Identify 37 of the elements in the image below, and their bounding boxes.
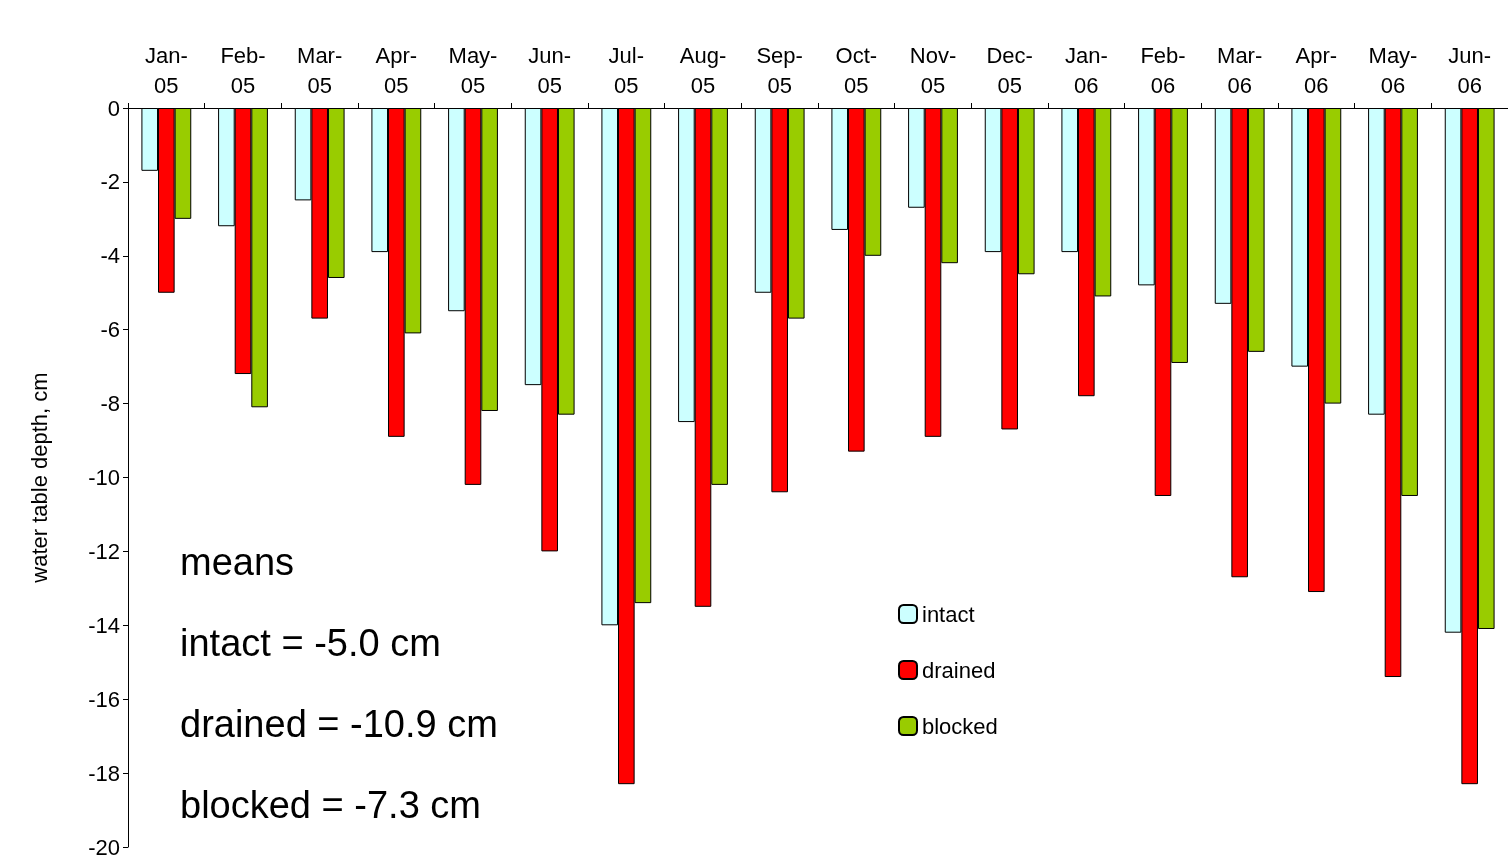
x-tick-label: Jun-05 <box>528 42 572 98</box>
x-tick-label: Apr-06 <box>1295 42 1338 98</box>
y-axis-title: water table depth, cm <box>26 372 52 584</box>
x-tick-label: Feb-05 <box>220 42 266 98</box>
x-tick-label: Jun-06 <box>1448 42 1492 98</box>
annotation: intact = -5.0 cm <box>180 622 441 664</box>
x-tick-label: Jan-05 <box>144 42 188 98</box>
legend-label: blocked <box>922 713 998 739</box>
y-tick-label: -2 <box>100 169 120 195</box>
y-tick-label: -4 <box>100 243 120 269</box>
x-tick-label: Jul-05 <box>608 42 645 98</box>
x-tick-label: Aug-05 <box>679 42 727 98</box>
y-tick-label: 0 <box>107 95 120 121</box>
x-tick-label: May-06 <box>1368 42 1418 98</box>
y-tick-label: -12 <box>88 538 120 564</box>
x-tick-label: Dec-05 <box>986 42 1033 98</box>
x-tick-label: Jan-06 <box>1064 42 1108 98</box>
annotation: drained = -10.9 cm <box>180 703 498 745</box>
x-tick-label: Mar-06 <box>1217 42 1263 98</box>
x-tick-label: Feb-06 <box>1140 42 1186 98</box>
annotation: blocked = -7.3 cm <box>180 784 481 826</box>
y-tick-label: -16 <box>88 686 120 712</box>
legend-label: intact <box>922 601 975 627</box>
annotation: means <box>180 541 295 583</box>
legend-label: drained <box>922 657 996 683</box>
y-tick-label: -18 <box>88 760 120 786</box>
y-tick-label: -6 <box>100 317 120 343</box>
y-tick-label: -8 <box>100 391 120 417</box>
x-tick-label: Sep-05 <box>756 42 803 98</box>
y-tick-label: -20 <box>88 834 120 859</box>
y-tick-label: -10 <box>88 465 120 490</box>
x-tick-label: Apr-05 <box>375 42 418 98</box>
x-tick-label: Oct-05 <box>835 42 878 98</box>
x-tick-label: May-05 <box>448 42 498 98</box>
y-tick-label: -14 <box>88 612 120 638</box>
x-tick-label: Mar-05 <box>297 42 343 98</box>
x-tick-label: Nov-05 <box>909 42 957 98</box>
